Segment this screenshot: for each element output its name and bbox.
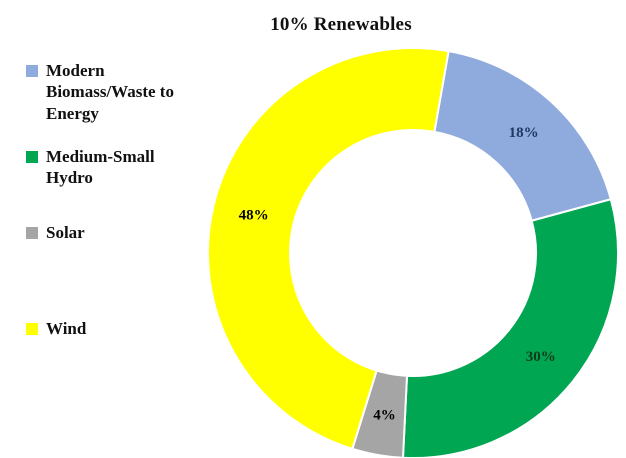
slice-percent-label: 30% <box>526 349 556 365</box>
legend-label: Wind <box>46 319 87 338</box>
legend-swatch-icon <box>26 323 38 335</box>
legend-item: Wind <box>26 318 186 339</box>
legend-label: Modern Biomass/Waste to Energy <box>46 61 174 123</box>
legend-swatch-icon <box>26 151 38 163</box>
legend-swatch-icon <box>26 227 38 239</box>
slice-percent-label: 48% <box>239 207 269 223</box>
slice-percent-label: 4% <box>373 408 396 424</box>
legend-label: Solar <box>46 223 85 242</box>
legend-label: Medium-Small Hydro <box>46 147 155 188</box>
legend-swatch-icon <box>26 65 38 77</box>
pie-slice-3 <box>206 46 450 451</box>
pie-slice-1 <box>401 198 619 458</box>
legend-item: Solar <box>26 222 186 243</box>
legend-item: Medium-Small Hydro <box>26 146 186 189</box>
legend-item: Modern Biomass/Waste to Energy <box>26 60 186 124</box>
slice-percent-label: 18% <box>509 125 539 141</box>
chart-title: 10% Renewables <box>270 14 412 35</box>
